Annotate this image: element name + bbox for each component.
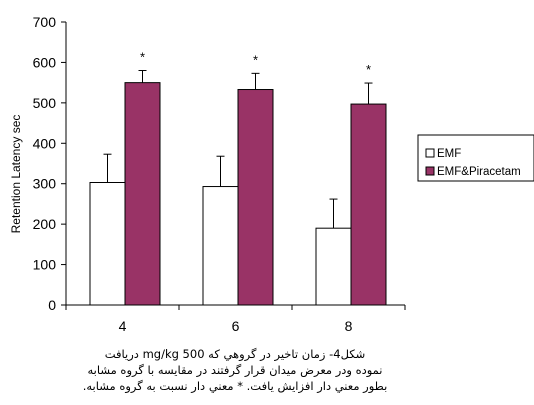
y-tick-label: 500 (33, 95, 57, 111)
legend-box (417, 134, 534, 182)
y-tick-label: 200 (33, 216, 57, 232)
significance-marker: * (253, 52, 258, 67)
y-tick-label: 700 (33, 14, 57, 30)
x-tick-label: 6 (232, 318, 240, 334)
x-tick-label: 8 (345, 318, 353, 334)
legend-swatch-emf (425, 148, 435, 158)
y-tick-label: 400 (33, 135, 57, 151)
caption-line-2: نموده ودر معرض ميدان قرار گرفتند در مقاي… (87, 363, 383, 377)
x-axis: 4 6 8 (65, 304, 406, 334)
bar (202, 186, 239, 306)
figure-caption: شكل4- زمان تاخير در گروهي كه mg/kg 500 د… (40, 346, 430, 394)
legend: EMF EMF&Piracetam (417, 134, 534, 182)
y-tick-label: 0 (48, 297, 56, 313)
legend-label-emf: EMF (437, 148, 461, 160)
caption-line-3: بطور معني دار افزايش يافت. * معني دار نس… (82, 379, 388, 393)
y-axis-label: Retention Latency sec (9, 115, 23, 234)
legend-label-emf-piracetam: EMF&Piracetam (437, 166, 521, 178)
significance-marker: * (140, 50, 145, 65)
bar-chart: 0 100 200 300 400 500 600 700 4 6 8 * * * Retention… (9, 14, 534, 334)
y-tick-label: 600 (33, 54, 57, 70)
bar (315, 227, 352, 306)
x-tick-label: 4 (119, 318, 127, 334)
bar (350, 103, 387, 306)
y-tick-label: 100 (33, 257, 57, 273)
legend-swatch-emf-piracetam (425, 166, 435, 176)
y-axis: 0 100 200 300 400 500 600 700 (33, 14, 67, 313)
caption-line-1: شكل4- زمان تاخير در گروهي كه mg/kg 500 د… (104, 347, 366, 361)
bar (89, 182, 126, 306)
bar (237, 89, 274, 306)
bars: * * * (89, 50, 387, 306)
significance-marker: * (366, 62, 371, 77)
y-tick-label: 300 (33, 176, 57, 192)
bar (124, 82, 161, 306)
